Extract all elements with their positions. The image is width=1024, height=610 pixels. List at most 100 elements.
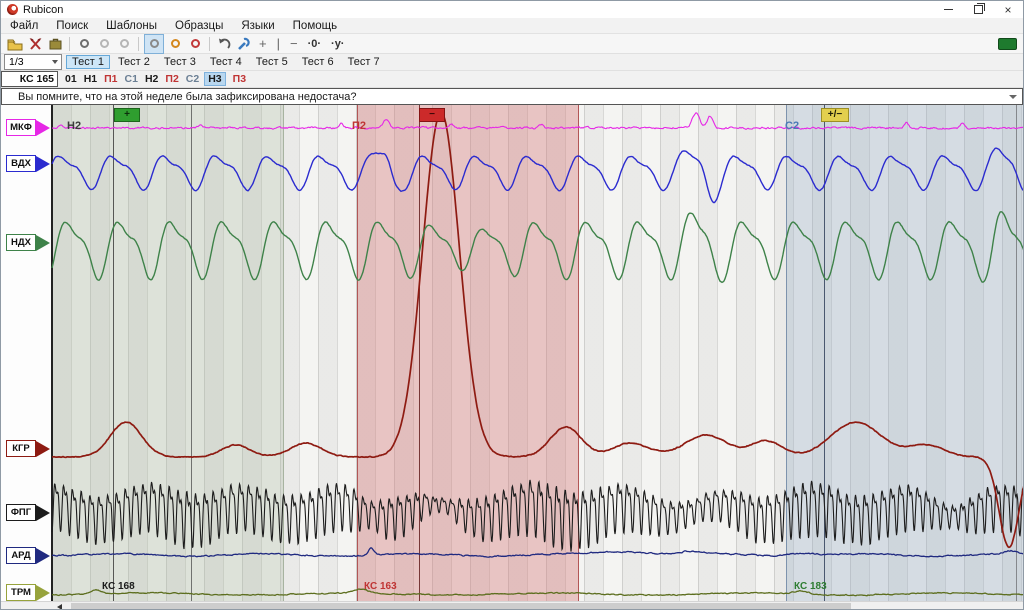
folder-edit-icon[interactable] — [6, 35, 24, 53]
page-select[interactable]: 1/3 — [4, 54, 62, 70]
scrollbar-thumb[interactable] — [71, 603, 851, 609]
menu-item-4[interactable]: Образцы — [175, 19, 224, 32]
scroll-left-icon[interactable] — [57, 604, 62, 609]
score-badge-minus[interactable]: − — [419, 108, 445, 122]
tab-test-3[interactable]: Тест 3 — [163, 56, 196, 68]
ks-mark-с1[interactable]: С1 — [124, 73, 138, 85]
window-title: Rubicon — [23, 3, 64, 16]
ks-mark-н1[interactable]: Н1 — [83, 73, 98, 85]
record-circle-2-icon — [99, 39, 109, 48]
reaction-marks-bar: КС 165 01 Н1 П1 С1 Н2 П2 С2 Н3 П3 — [1, 71, 1023, 88]
toolbar-minus-button[interactable]: − — [289, 36, 298, 51]
question-mark-label-с2: С2 — [785, 120, 800, 132]
channel-label-fpg[interactable]: ФПГ — [6, 504, 50, 521]
wrench-icon[interactable] — [235, 35, 253, 53]
menu-item-1[interactable]: Файл — [10, 19, 39, 32]
toolbar-plus-button[interactable]: + — [259, 36, 267, 51]
tab-test-2[interactable]: Тест 2 — [117, 56, 150, 68]
channel-arrow-icon — [36, 440, 50, 457]
channel-label-trm[interactable]: ТРМ — [6, 584, 50, 601]
channel-label-ndx[interactable]: НДХ — [6, 234, 50, 251]
ks-mark-н3[interactable]: Н3 — [204, 72, 226, 86]
question-mark-label-н2: Н2 — [67, 120, 82, 132]
channel-label-box-vdx: ВДХ — [6, 155, 36, 172]
channel-label-ard[interactable]: АРД — [6, 547, 50, 564]
current-ks-value: КС 165 — [1, 71, 58, 87]
channel-label-box-ndx: НДХ — [6, 234, 36, 251]
polygram-chart[interactable]: + − +/− Н2 П2 С2 КС 168 КС 163 КС 183 МКФ ВДХ НДХ К… — [1, 105, 1023, 601]
channel-arrow-icon — [36, 119, 50, 136]
record-circle-1-icon — [79, 39, 89, 48]
question-combobox[interactable]: Вы помните, что на этой неделе была зафи… — [1, 88, 1023, 105]
channel-arrow-icon — [36, 584, 50, 601]
ks-mark-01[interactable]: 01 — [65, 73, 77, 85]
tab-test-1[interactable]: Тест 1 — [66, 55, 110, 69]
tab-test-5[interactable]: Тест 5 — [255, 56, 288, 68]
trace-trm — [51, 588, 1023, 597]
ks-segment-label-1: КС 168 — [102, 581, 135, 592]
zero-marks-button[interactable]: ·0· — [307, 37, 322, 50]
score-badge-plus[interactable]: + — [114, 108, 140, 122]
channel-label-box-fpg: ФПГ — [6, 504, 36, 521]
ks-mark-с2[interactable]: С2 — [185, 73, 200, 85]
horizontal-scrollbar[interactable] — [1, 601, 1023, 609]
menu-item-2[interactable]: Поиск — [56, 19, 89, 32]
trace-kgr — [51, 111, 1023, 549]
ks-mark-п2[interactable]: П2 — [165, 73, 179, 85]
chart-left-axis — [51, 105, 53, 601]
mark-gray-circle-icon — [149, 39, 159, 48]
menu-item-3[interactable]: Шаблоны — [106, 19, 158, 32]
ks-mark-п1[interactable]: П1 — [104, 73, 118, 85]
tab-test-7[interactable]: Тест 7 — [347, 56, 380, 68]
menu-item-5[interactable]: Языки — [241, 19, 275, 32]
channel-arrow-icon — [36, 504, 50, 521]
ks-segment-label-2: КС 163 — [364, 581, 397, 592]
channel-label-mkf[interactable]: МКФ — [6, 119, 50, 136]
page-select-value: 1/3 — [9, 56, 24, 68]
event-line-5 — [1016, 105, 1017, 601]
mark-red-circle-icon — [190, 39, 200, 48]
mark-red-circle-icon[interactable] — [186, 35, 204, 53]
channel-label-box-ard: АРД — [6, 547, 36, 564]
signal-traces — [51, 111, 1023, 597]
tab-test-4[interactable]: Тест 4 — [209, 56, 242, 68]
toolbar: + | − ·0· ·у· — [1, 33, 1023, 54]
channel-arrow-icon — [36, 547, 50, 564]
mark-orange-circle-icon[interactable] — [166, 35, 184, 53]
tools-icon[interactable] — [26, 35, 44, 53]
channel-arrow-icon — [36, 234, 50, 251]
channel-label-box-mkf: МКФ — [6, 119, 36, 136]
record-circle-2-icon[interactable] — [95, 35, 113, 53]
trace-fpg — [51, 479, 1023, 552]
minimize-button[interactable] — [933, 1, 963, 18]
channel-label-box-trm: ТРМ — [6, 584, 36, 601]
ks-mark-н2[interactable]: Н2 — [144, 73, 159, 85]
tab-test-6[interactable]: Тест 6 — [301, 56, 334, 68]
menu-item-6[interactable]: Помощь — [292, 19, 338, 32]
ks-mark-п3[interactable]: П3 — [232, 73, 247, 85]
undo-icon[interactable] — [215, 35, 233, 53]
record-circle-1-icon[interactable] — [75, 35, 93, 53]
answer-marks-button[interactable]: ·у· — [331, 37, 345, 50]
channel-label-box-kgr: КГР — [6, 440, 36, 457]
restore-icon — [973, 3, 985, 14]
trace-vdx — [51, 147, 1023, 204]
menu-bar: Файл Поиск Шаблоны Образцы Языки Помощь — [1, 18, 1023, 34]
restore-button[interactable] — [963, 1, 993, 18]
close-button[interactable]: × — [993, 1, 1023, 18]
event-line-3 — [419, 105, 420, 601]
toolbar-separator — [138, 36, 139, 51]
record-circle-3-icon[interactable] — [115, 35, 133, 53]
minimize-icon — [943, 9, 953, 10]
toolbar-separator — [69, 36, 70, 51]
channel-label-vdx[interactable]: ВДХ — [6, 155, 50, 172]
connection-status-indicator — [998, 37, 1017, 50]
toolbar-bar-button[interactable]: | — [276, 36, 280, 51]
score-badge-plusminus[interactable]: +/− — [821, 108, 849, 122]
mark-gray-circle-icon[interactable] — [144, 33, 164, 54]
title-bar: Rubicon × — [1, 1, 1023, 18]
channel-label-kgr[interactable]: КГР — [6, 440, 50, 457]
briefcase-icon[interactable] — [46, 35, 64, 53]
mark-orange-circle-icon — [170, 39, 180, 48]
